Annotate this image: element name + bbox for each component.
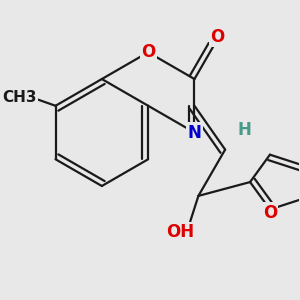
Text: O: O <box>263 203 277 221</box>
Text: N: N <box>188 124 201 142</box>
Text: O: O <box>210 28 224 46</box>
Text: H: H <box>238 121 252 139</box>
Text: O: O <box>141 43 155 61</box>
Text: OH: OH <box>166 223 194 241</box>
Text: CH3: CH3 <box>2 90 37 105</box>
